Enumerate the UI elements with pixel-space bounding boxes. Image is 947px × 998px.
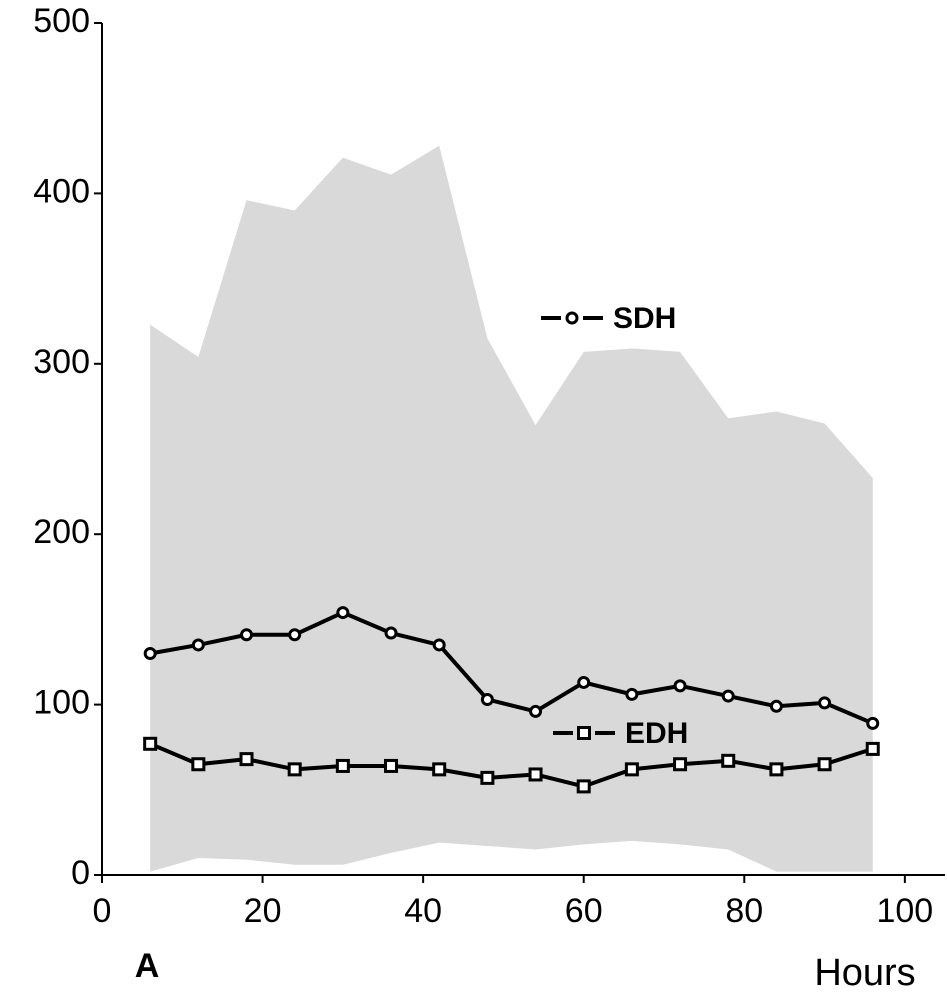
series-line (149, 741, 874, 789)
x-tick-label: 40 (404, 892, 442, 930)
marker (288, 628, 302, 642)
legend-label: EDH (625, 717, 688, 750)
marker (818, 696, 832, 710)
y-tick-label: 100 (33, 684, 90, 722)
x-tick-label: 0 (93, 892, 112, 930)
y-tick-label: 500 (33, 2, 90, 40)
x-tick-label: 60 (565, 892, 603, 930)
marker (865, 741, 880, 756)
y-tick-label: 0 (71, 854, 90, 892)
y-tick-label: 300 (33, 343, 90, 381)
marker (576, 779, 591, 794)
series-line (149, 610, 874, 726)
marker (143, 646, 157, 660)
marker (673, 757, 688, 772)
marker (480, 692, 494, 706)
x-tick-label: 20 (244, 892, 282, 930)
marker (528, 767, 543, 782)
marker (565, 311, 579, 325)
marker (480, 770, 495, 785)
y-tick-label: 200 (33, 513, 90, 551)
marker (432, 762, 447, 777)
x-tick-label: 80 (725, 892, 763, 930)
y-tick-label: 400 (33, 172, 90, 210)
marker (384, 758, 399, 773)
marker (769, 762, 784, 777)
marker (191, 638, 205, 652)
marker (577, 675, 591, 689)
marker (240, 628, 254, 642)
marker (866, 716, 880, 730)
marker (721, 753, 736, 768)
x-axis-label: Hours (814, 952, 915, 994)
legend-label: SDH (613, 302, 676, 335)
marker (721, 689, 735, 703)
marker (817, 757, 832, 772)
marker (625, 687, 639, 701)
marker (239, 752, 254, 767)
marker (624, 762, 639, 777)
marker (769, 699, 783, 713)
marker (673, 679, 687, 693)
marker (287, 762, 302, 777)
marker (143, 736, 158, 751)
marker (384, 626, 398, 640)
x-tick-label: 100 (876, 892, 933, 930)
marker (529, 704, 543, 718)
panel-label: A (135, 947, 160, 985)
marker (577, 726, 591, 740)
marker (336, 606, 350, 620)
marker (335, 758, 350, 773)
marker (191, 757, 206, 772)
marker (432, 638, 446, 652)
